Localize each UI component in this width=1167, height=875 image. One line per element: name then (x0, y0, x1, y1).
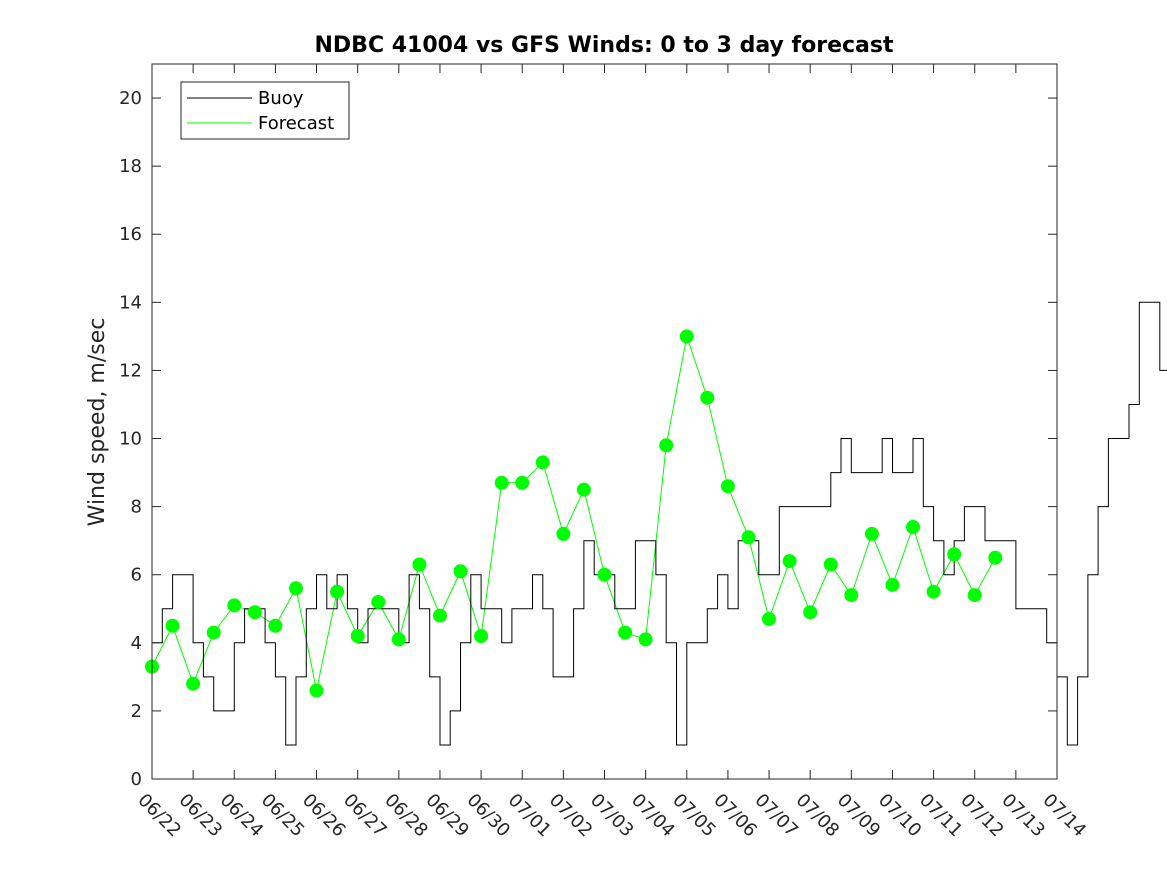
x-tick-label: 06/29 (421, 790, 473, 842)
x-tick-label: 07/12 (956, 790, 1008, 842)
x-tick-label: 07/09 (833, 790, 885, 842)
x-tick-label: 07/01 (504, 790, 556, 842)
y-tick-label: 10 (119, 429, 142, 450)
legend-box (180, 81, 350, 140)
x-tick-label: 06/30 (463, 790, 515, 842)
forecast-point (433, 608, 447, 623)
forecast-point (391, 632, 406, 647)
y-tick-label: 2 (131, 701, 142, 722)
forecast-point (576, 482, 591, 497)
forecast-point (720, 479, 735, 494)
forecast-point (988, 550, 1003, 565)
x-tick-label: 07/04 (627, 790, 679, 842)
x-tick-label: 06/28 (380, 790, 432, 842)
x-tick-label: 07/03 (586, 790, 638, 842)
y-tick-label: 4 (131, 633, 142, 654)
y-tick-label: 20 (119, 88, 142, 109)
forecast-point (474, 629, 489, 643)
forecast-point (412, 557, 427, 572)
x-tick-label: 06/25 (257, 790, 309, 842)
forecast-point (947, 547, 962, 562)
forecast-point (823, 557, 838, 572)
plot-area (145, 301, 1167, 746)
x-tick-label: 07/14 (1038, 790, 1090, 842)
y-tick-label: 16 (119, 224, 142, 245)
forecast-point (309, 683, 324, 698)
forecast-point (638, 632, 653, 647)
x-tick-label: 06/24 (216, 790, 268, 842)
axes: 0246810121416182006/2206/2306/2406/2506/… (119, 63, 1090, 842)
y-tick-label: 8 (131, 497, 142, 518)
x-tick-label: 07/06 (709, 790, 761, 842)
forecast-point (350, 629, 365, 643)
x-tick-label: 06/26 (298, 790, 350, 842)
forecast-point (535, 455, 550, 470)
forecast-point (597, 567, 612, 582)
forecast-point (206, 625, 221, 640)
chart-title: NDBC 41004 vs GFS Winds: 0 to 3 day fore… (315, 33, 894, 58)
forecast-point (926, 584, 941, 599)
axes-box (151, 63, 1058, 780)
forecast-point (494, 475, 509, 490)
forecast-point (741, 530, 756, 545)
legend-buoy-label: Buoy (258, 88, 304, 109)
forecast-point (659, 438, 674, 453)
forecast-point (289, 581, 303, 596)
forecast-point (268, 618, 283, 633)
x-tick-label: 07/11 (915, 790, 967, 842)
forecast-point (700, 390, 715, 405)
forecast-point (844, 588, 859, 603)
y-tick-label: 12 (119, 360, 142, 381)
x-tick-label: 07/13 (997, 790, 1049, 842)
forecast-point (967, 588, 982, 603)
forecast-point (371, 595, 386, 609)
legend: Buoy Forecast (180, 81, 350, 140)
x-tick-label: 07/08 (792, 790, 844, 842)
y-tick-label: 14 (119, 292, 142, 313)
y-tick-label: 18 (119, 156, 142, 177)
forecast-point (864, 526, 879, 541)
forecast-point (247, 605, 262, 620)
x-tick-label: 07/07 (751, 790, 803, 842)
forecast-point (782, 554, 797, 569)
x-tick-label: 06/23 (175, 790, 227, 842)
forecast-point (330, 584, 345, 599)
x-tick-label: 07/10 (874, 790, 926, 842)
y-tick-label: 6 (131, 565, 142, 586)
forecast-point (618, 625, 633, 640)
x-tick-label: 07/05 (668, 790, 720, 842)
legend-forecast-label: Forecast (258, 113, 334, 134)
buoy-line (152, 301, 1167, 746)
forecast-point (227, 598, 242, 613)
forecast-point (556, 526, 571, 541)
forecast-point (515, 475, 530, 490)
forecast-point (453, 564, 468, 579)
forecast-point (885, 577, 900, 592)
forecast-point (186, 676, 201, 691)
forecast-point (906, 520, 920, 534)
x-tick-label: 06/22 (133, 790, 185, 842)
forecast-point (762, 612, 776, 626)
forecast-point (165, 618, 180, 633)
y-tick-label: 0 (131, 769, 142, 790)
forecast-line (151, 334, 996, 691)
forecast-point (679, 329, 694, 344)
x-tick-label: 06/27 (339, 790, 391, 842)
y-axis-label: Wind speed, m/sec (85, 318, 110, 527)
x-tick-label: 07/02 (545, 790, 597, 842)
forecast-point (803, 605, 818, 620)
